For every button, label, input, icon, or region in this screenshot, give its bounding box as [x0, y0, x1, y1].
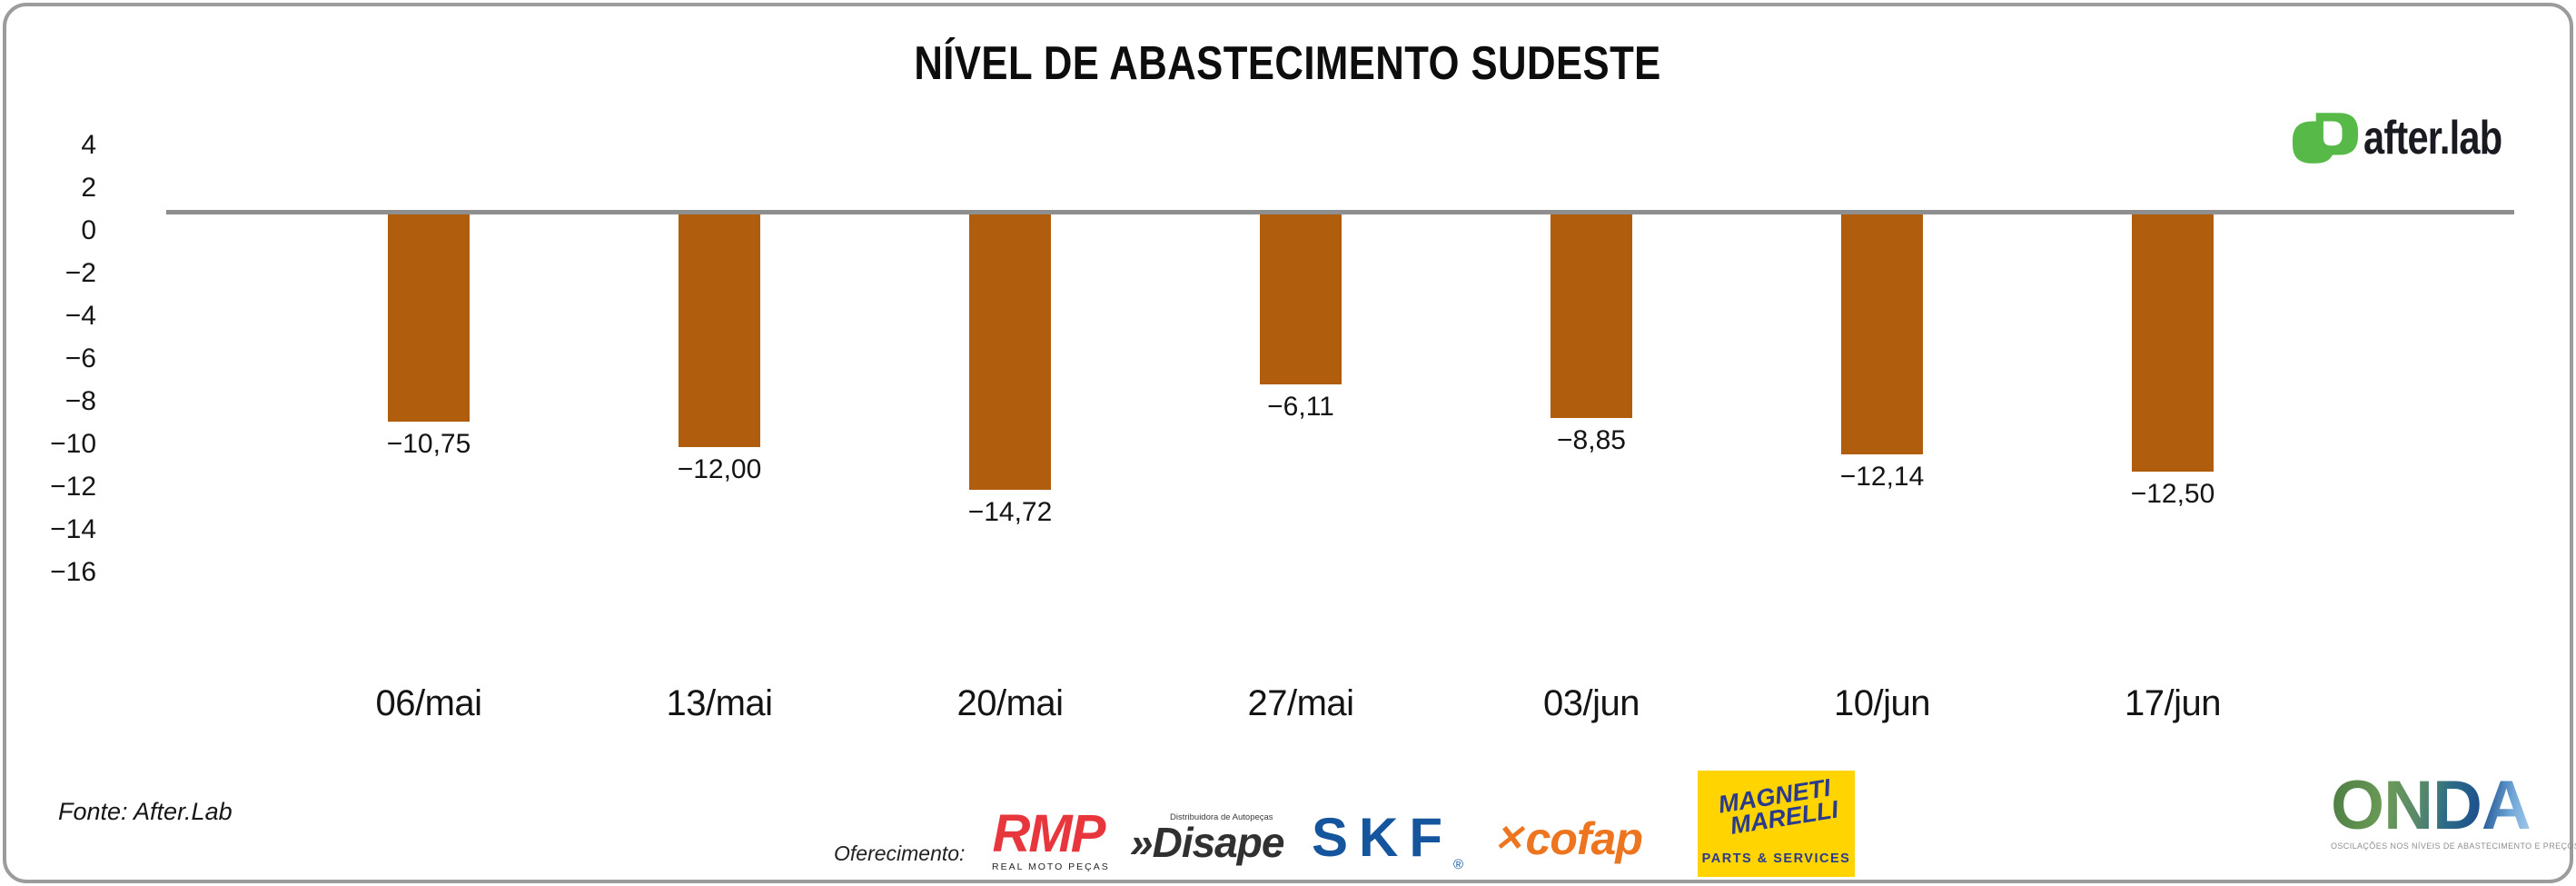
rmp-wordmark: RMP [992, 804, 1106, 863]
sponsor-logo-magneti-marelli: MAGNETI MARELLI PARTS & SERVICES [1698, 771, 1855, 877]
bar-value-label: −8,85 [1557, 425, 1626, 455]
y-axis-tick-label: 2 [81, 173, 96, 203]
x-axis-category-label: 06/mai [375, 683, 482, 723]
magneti-marelli-subtext: PARTS & SERVICES [1701, 851, 1851, 866]
bar-value-label: −12,00 [677, 454, 762, 484]
y-axis-tick-label: −2 [64, 258, 96, 288]
cofap-x-icon: ✕ [1493, 819, 1524, 859]
chart-baseline [166, 210, 2514, 214]
bar-value-label: −6,11 [1267, 392, 1334, 422]
chart-title-text: NÍVEL DE ABASTECIMENTO SUDESTE [914, 37, 1662, 90]
x-axis-category-label: 10/jun [1834, 683, 1930, 723]
bar-value-label: −12,50 [2130, 479, 2215, 509]
sponsor-logo-rmp: RMP REAL MOTO PEÇAS [992, 804, 1110, 873]
y-axis-tick-label: −4 [64, 301, 96, 331]
onda-logo: ONDA OSCILAÇÕES NOS NÍVEIS DE ABASTECIME… [2331, 767, 2576, 851]
afterlab-logo: after.lab [2293, 111, 2536, 165]
y-axis-tick-label: −14 [50, 514, 96, 544]
cofap-wordmark: cofap [1525, 813, 1643, 864]
bar [1260, 214, 1342, 384]
bar [969, 214, 1051, 490]
magneti-marelli-wordmark: MAGNETI MARELLI [1716, 773, 1840, 840]
bar-value-label: −12,14 [1839, 462, 1925, 492]
sponsor-logo-cofap: ✕ cofap [1493, 813, 1643, 864]
bar-value-label: −14,72 [967, 497, 1053, 527]
y-axis-tick-label: 4 [81, 130, 96, 160]
skf-registered-mark: ® [1453, 857, 1464, 872]
bar [1551, 214, 1632, 418]
rmp-subtext: REAL MOTO PEÇAS [992, 861, 1110, 872]
afterlab-leaf-icon [2293, 112, 2358, 164]
onda-wordmark: ONDA [2331, 767, 2531, 844]
y-axis-tick-label: −10 [50, 429, 96, 459]
y-axis-tick-label: −12 [50, 472, 96, 502]
disape-subtext: Distribuidora de Autopeças [1170, 812, 1273, 822]
x-axis-category-label: 03/jun [1543, 683, 1640, 723]
disape-chevrons-icon: » [1130, 819, 1154, 866]
x-axis-category-label: 27/mai [1247, 683, 1354, 723]
bar [679, 214, 760, 447]
y-axis-tick-label: −6 [64, 343, 96, 373]
source-note: Fonte: After.Lab [58, 798, 233, 825]
sponsor-intro-label: Oferecimento: [834, 841, 966, 865]
chart-title: NÍVEL DE ABASTECIMENTO SUDESTE [0, 36, 2576, 91]
x-axis-category-label: 13/mai [666, 683, 773, 723]
afterlab-logo-text: after.lab [2363, 112, 2502, 164]
bar-value-label: −10,75 [386, 429, 471, 459]
sponsor-logo-skf: SKF® [1312, 811, 1464, 873]
bar [388, 214, 470, 422]
x-axis-category-label: 17/jun [2125, 683, 2221, 723]
y-axis-tick-label: −16 [50, 557, 96, 587]
sponsor-logo-disape: Distribuidora de Autopeças »Disape [1130, 812, 1293, 866]
bar [1841, 214, 1923, 454]
y-axis-tick-label: −8 [64, 386, 96, 416]
onda-subtext: OSCILAÇÕES NOS NÍVEIS DE ABASTECIMENTO E… [2331, 841, 2576, 851]
disape-wordmark: »Disape [1130, 819, 1284, 866]
y-axis-tick-label: 0 [81, 215, 96, 245]
skf-wordmark: SKF [1312, 807, 1453, 868]
bar [2132, 214, 2214, 472]
x-axis-category-label: 20/mai [956, 683, 1064, 723]
